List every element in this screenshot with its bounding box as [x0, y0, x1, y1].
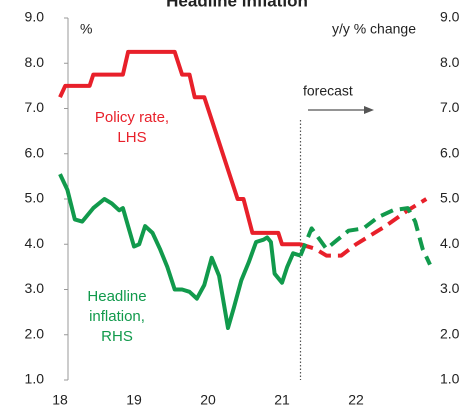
forecast-arrow-head: [364, 106, 374, 114]
x-tick-label: 22: [348, 392, 364, 408]
forecast-line: [299, 197, 428, 258]
y2-tick-label: 3.0: [440, 280, 460, 296]
y-tick-label: 5.0: [25, 190, 45, 206]
y2-tick-label: 2.0: [440, 325, 460, 341]
series-line: [58, 173, 302, 330]
y2-tick-label: 9.0: [440, 9, 460, 25]
series-label: LHS: [117, 129, 146, 146]
series-line: [58, 49, 301, 247]
forecast-label: forecast: [303, 83, 353, 99]
series-label: Headline: [87, 288, 146, 305]
series-label: RHS: [101, 328, 133, 345]
x-tick-label: 19: [126, 392, 142, 408]
forecast-line: [298, 206, 432, 266]
y-tick-label: 9.0: [25, 9, 45, 25]
y2-axis-label: y/y % change: [332, 21, 416, 37]
y2-tick-label: 7.0: [440, 99, 460, 115]
x-tick-label: 21: [274, 392, 290, 408]
chart-title: Headline inflation: [166, 0, 308, 10]
x-tick-label: 18: [52, 392, 68, 408]
y-tick-label: 4.0: [25, 235, 45, 251]
y-tick-label: 1.0: [25, 371, 45, 387]
x-tick-label: 20: [200, 392, 216, 408]
y-tick-label: 3.0: [25, 280, 45, 296]
y2-tick-label: 1.0: [440, 371, 460, 387]
series-label: inflation,: [89, 308, 145, 325]
y-axis-label: %: [80, 21, 92, 37]
y-tick-label: 8.0: [25, 54, 45, 70]
y-tick-label: 7.0: [25, 99, 45, 115]
y-tick-label: 6.0: [25, 144, 45, 160]
series-label: Policy rate,: [95, 109, 169, 126]
y2-tick-label: 8.0: [440, 54, 460, 70]
y2-tick-label: 6.0: [440, 144, 460, 160]
y2-tick-label: 4.0: [440, 235, 460, 251]
y2-tick-label: 5.0: [440, 190, 460, 206]
y-tick-label: 2.0: [25, 325, 45, 341]
